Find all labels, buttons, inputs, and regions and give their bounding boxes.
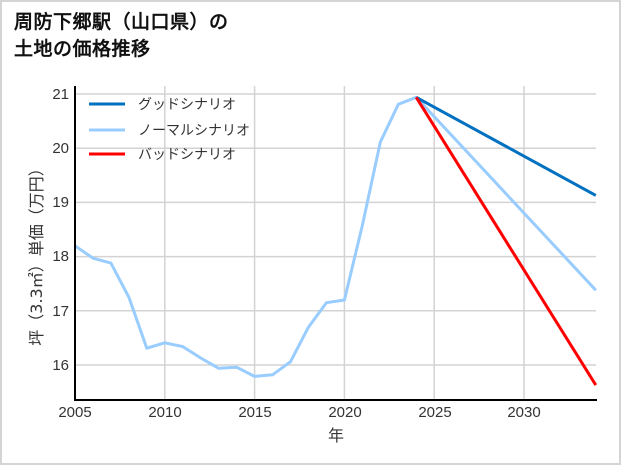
- x-tick-labels: 2005 2010 2015 2020 2025 2030: [58, 404, 540, 421]
- series-line-good: [415, 95, 597, 197]
- x-tick-label: 2020: [328, 404, 361, 421]
- legend-item-bad[interactable]: バッドシナリオ: [89, 147, 236, 163]
- legend-label-good: グッドシナリオ: [138, 97, 236, 113]
- y-tick-label: 16: [52, 357, 69, 374]
- y-tick-label: 20: [52, 140, 69, 157]
- axes: [74, 86, 597, 401]
- x-tick-label: 2030: [507, 404, 540, 421]
- x-tick-label: 2025: [418, 404, 451, 421]
- legend: グッドシナリオ ノーマルシナリオ バッドシナリオ: [89, 97, 250, 163]
- series-lines: [74, 95, 598, 386]
- x-tick-label: 2015: [238, 404, 271, 421]
- y-tick-labels: 16 17 18 19 20 21: [52, 86, 69, 374]
- legend-label-normal: ノーマルシナリオ: [138, 123, 250, 139]
- x-tick-label: 2005: [58, 404, 91, 421]
- series-line-normal: [74, 95, 597, 378]
- legend-item-good[interactable]: グッドシナリオ: [89, 97, 236, 113]
- y-axis-title: 坪（3.3㎡）単価（万円）: [27, 160, 46, 345]
- legend-label-bad: バッドシナリオ: [138, 147, 236, 163]
- chart-title-line-1: 周防下郷駅（山口県）の: [14, 11, 229, 33]
- chart-title-line-2: 土地の価格推移: [14, 38, 151, 60]
- x-axis-title: 年: [328, 426, 344, 445]
- series-line-bad: [414, 96, 598, 386]
- legend-item-normal[interactable]: ノーマルシナリオ: [89, 123, 250, 139]
- x-tick-label: 2010: [148, 404, 181, 421]
- y-tick-label: 17: [52, 303, 69, 320]
- chart-title: 周防下郷駅（山口県）の 土地の価格推移: [14, 9, 229, 63]
- y-tick-label: 19: [52, 194, 69, 211]
- y-tick-label: 18: [52, 248, 69, 265]
- y-tick-label: 21: [52, 86, 69, 103]
